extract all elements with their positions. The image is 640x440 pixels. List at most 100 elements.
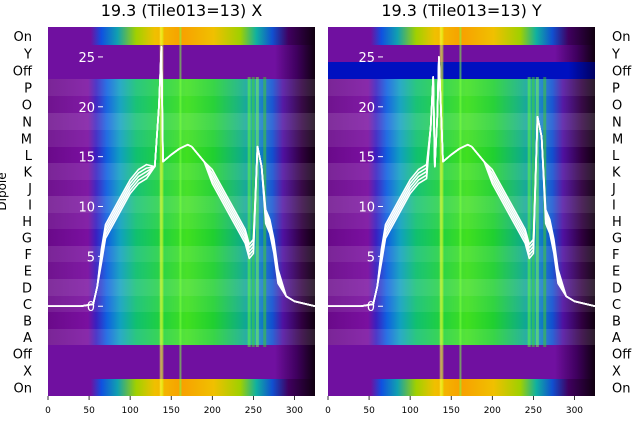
dipole-label: K [612,166,621,181]
heatmap-stripe [535,77,539,347]
heatmap-row [48,362,315,379]
overlay-trace-line [48,46,316,307]
overlay-ytick-label: 0 [87,300,95,315]
heatmap-row [48,279,315,296]
xtick-label: 100 [402,406,419,416]
dipole-label: G [612,232,622,247]
heatmap-stripe [161,27,164,396]
heatmap-stripe [441,27,444,396]
heatmap-row [328,27,595,45]
dipole-label: P [612,82,620,97]
xtick-label: 200 [204,406,221,416]
heatmap-row [48,329,315,345]
dipole-label: On [612,382,630,397]
heatmap-row [48,27,315,45]
dipole-label: Y [611,48,620,63]
dipole-label: Y [23,48,32,63]
dipole-label: F [612,248,619,263]
xtick-label: 0 [45,406,51,416]
xtick-label: 50 [363,406,375,416]
heatmap-row [48,130,315,147]
heatmap-row [48,62,315,79]
xtick-label: 150 [163,406,180,416]
dipole-label: H [612,215,622,230]
overlay-trace-line [328,56,596,307]
dipole-label: N [612,116,622,131]
overlay-ytick-label: 15 [358,151,375,166]
heatmap-row [328,79,595,96]
heatmap-stripe [255,77,259,347]
xtick-label: 100 [122,406,139,416]
chart-title: 19.3 (Tile013=13) Y [381,1,542,20]
overlay-ytick-label: 10 [78,201,95,216]
y-axis-label: Dipole [0,172,9,210]
dipole-label: H [22,215,32,230]
overlay-ytick-label: 20 [78,101,95,116]
dipole-label: A [612,331,621,346]
heatmap-stripe [459,27,462,396]
xtick-label: 300 [566,406,583,416]
heatmap-row [48,45,315,62]
dipole-label: O [22,99,32,114]
heatmap-stripe [251,77,255,347]
dipole-label: E [24,265,32,280]
overlay-ytick-label: 15 [78,151,95,166]
xtick-label: 0 [325,406,331,416]
heatmap-row [328,345,595,362]
heatmap-row [328,180,595,196]
dipole-label: M [21,133,32,148]
dipole-label: On [612,30,630,45]
heatmap-row [328,130,595,147]
heatmap-stripe [439,27,442,396]
chart-title: 19.3 (Tile013=13) X [101,1,263,20]
dipole-label: Off [612,65,632,80]
dipole-label: X [612,365,621,380]
overlay-ytick-label: 25 [78,51,95,66]
dipole-label: On [14,382,32,397]
xtick-label: 250 [245,406,262,416]
dipole-label: M [612,133,623,148]
dipole-label: O [612,99,622,114]
dipole-label: A [23,331,32,346]
dipole-label: J [27,182,32,197]
xtick-label: 150 [443,406,460,416]
dipole-label: P [24,82,32,97]
dipole-label: D [22,282,32,297]
dipole-label: Off [13,348,33,363]
xtick-label: 250 [525,406,542,416]
dipole-label: G [22,232,32,247]
dipole-label: D [612,282,622,297]
overlay-ytick-label: 25 [358,51,375,66]
xtick-label: 200 [484,406,501,416]
dipole-label: J [611,182,616,197]
dipole-label: Off [13,65,33,80]
dipole-label: F [25,248,32,263]
heatmap-row [328,62,595,79]
overlay-ytick-label: 5 [367,250,375,265]
heatmap-stripe [527,77,531,347]
heatmap-row [328,379,595,396]
overlay-ytick-label: 5 [87,250,95,265]
heatmap-row [328,329,595,345]
dipole-label: C [23,298,32,313]
overlay-ytick-label: 10 [358,201,375,216]
dipole-label: X [23,365,32,380]
dipole-label: I [28,199,32,214]
dipole-label: L [612,149,620,164]
overlay-ytick-label: 20 [358,101,375,116]
dipole-label: C [612,298,621,313]
heatmap-row [328,362,595,379]
heatmap-stripe [179,27,182,396]
dipole-label: B [23,315,32,330]
overlay-ytick-label: 0 [367,300,375,315]
xtick-label: 300 [286,406,303,416]
dipole-label: On [14,30,32,45]
dipole-label: B [612,315,621,330]
heatmap-row [48,379,315,396]
dipole-label: K [23,166,32,181]
xtick-label: 50 [83,406,95,416]
heatmap-stripe [531,77,535,347]
